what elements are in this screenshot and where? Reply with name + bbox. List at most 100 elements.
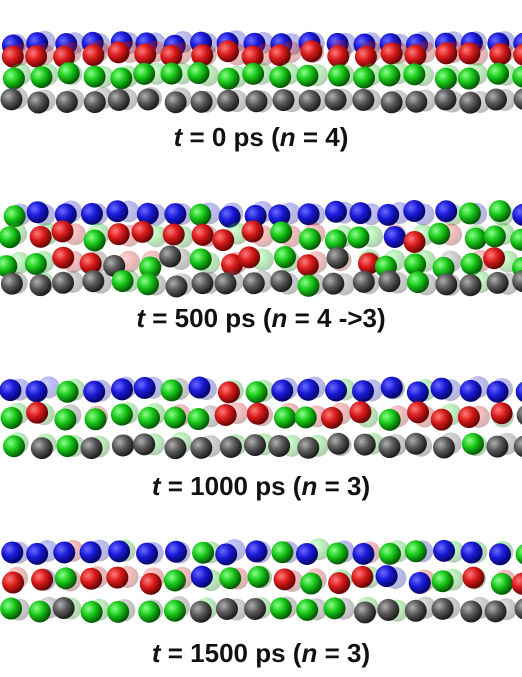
sphere	[459, 202, 481, 224]
sphere	[328, 65, 350, 87]
sphere	[246, 381, 268, 403]
sphere	[190, 437, 212, 459]
sphere	[26, 380, 48, 402]
sphere	[489, 43, 511, 65]
sphere	[491, 573, 513, 595]
sphere	[274, 407, 296, 429]
sphere	[407, 401, 429, 423]
sphere	[31, 569, 53, 591]
sphere	[379, 436, 401, 458]
sphere	[516, 543, 522, 565]
sphere	[82, 270, 104, 292]
sphere	[435, 68, 457, 90]
sphere	[295, 406, 317, 428]
sphere	[84, 229, 106, 251]
sphere	[165, 541, 187, 563]
sphere	[111, 404, 133, 426]
sphere	[378, 270, 400, 292]
sphere	[405, 91, 427, 113]
sphere	[164, 600, 186, 622]
sphere	[300, 40, 322, 62]
sphere	[160, 63, 182, 85]
sphere	[52, 272, 74, 294]
sphere	[465, 228, 487, 250]
sphere	[486, 436, 508, 458]
sphere	[27, 201, 49, 223]
sphere	[349, 202, 371, 224]
sphere	[485, 89, 507, 111]
sphere	[298, 275, 320, 297]
sphere	[133, 433, 155, 455]
sphere	[140, 573, 162, 595]
sphere	[80, 541, 102, 563]
sphere	[0, 598, 22, 620]
sphere	[84, 66, 106, 88]
sphere	[107, 601, 129, 623]
sphere	[134, 43, 156, 65]
sphere	[26, 402, 48, 424]
sphere	[238, 246, 260, 268]
sphere	[327, 45, 349, 67]
caption-text: = 1500 ps (	[161, 638, 302, 668]
sphere	[353, 271, 375, 293]
sphere	[25, 253, 47, 275]
sphere	[165, 91, 187, 113]
sphere	[191, 566, 213, 588]
sphere	[298, 203, 320, 225]
sphere	[82, 44, 104, 66]
sphere	[243, 272, 265, 294]
sphere	[349, 401, 371, 423]
sphere	[432, 598, 454, 620]
sphere	[81, 203, 103, 225]
sphere	[405, 433, 427, 455]
sphere	[217, 90, 239, 112]
sphere	[219, 567, 241, 589]
sphere	[433, 540, 455, 562]
sphere	[461, 541, 483, 563]
caption-italic: n	[280, 122, 296, 152]
sphere	[270, 221, 292, 243]
sphere	[244, 598, 266, 620]
sphere	[218, 68, 240, 90]
sphere	[245, 540, 267, 562]
sphere	[462, 567, 484, 589]
caption: t = 0 ps (n = 4)	[174, 122, 349, 152]
sphere	[460, 601, 482, 623]
sphere	[187, 408, 209, 430]
sphere	[403, 63, 425, 85]
sphere	[484, 225, 506, 247]
sphere	[29, 274, 51, 296]
sphere	[53, 597, 75, 619]
sphere	[487, 381, 509, 403]
sphere	[56, 435, 78, 457]
caption: t = 1500 ps (n = 3)	[152, 638, 370, 668]
sphere	[190, 601, 212, 623]
sphere	[220, 436, 242, 458]
sphere	[133, 63, 155, 85]
sphere	[53, 541, 75, 563]
sphere	[489, 543, 511, 565]
sphere	[159, 245, 181, 267]
sphere	[376, 565, 398, 587]
sphere	[403, 231, 425, 253]
sphere	[81, 437, 103, 459]
sphere	[3, 67, 25, 89]
sphere	[1, 273, 23, 295]
sphere	[31, 437, 53, 459]
sphere	[112, 434, 134, 456]
sphere	[215, 404, 237, 426]
sphere	[512, 204, 522, 226]
sphere	[489, 200, 511, 222]
sphere	[137, 88, 159, 110]
sphere	[327, 247, 349, 269]
sphere	[379, 543, 401, 565]
sphere	[191, 91, 213, 113]
sphere	[327, 433, 349, 455]
sphere	[57, 381, 79, 403]
caption-text: = 3)	[317, 638, 370, 668]
sphere	[351, 566, 373, 588]
sphere	[242, 220, 264, 242]
sphere	[163, 224, 185, 246]
sphere	[491, 402, 513, 424]
caption-text: = 1000 ps (	[161, 471, 302, 501]
